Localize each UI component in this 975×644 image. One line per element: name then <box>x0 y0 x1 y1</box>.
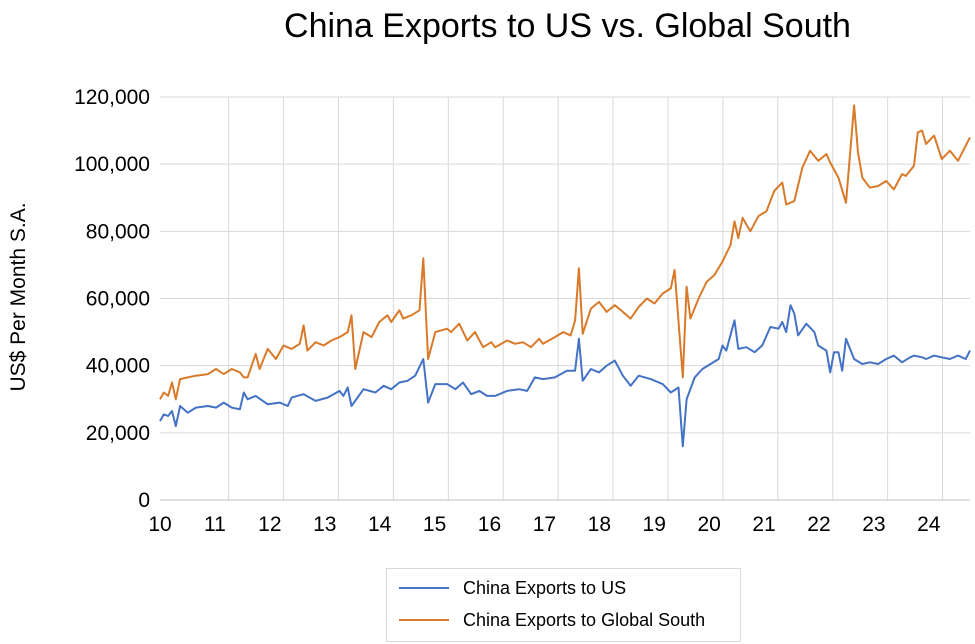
y-tick-label: 20,000 <box>86 422 150 445</box>
legend-label-us: China Exports to US <box>463 577 627 598</box>
y-tick-label: 100,000 <box>74 153 150 176</box>
legend-swatch-us <box>399 587 449 589</box>
legend-item-us: China Exports to US <box>399 573 626 603</box>
x-tick-label: 18 <box>588 513 611 536</box>
chart-title: China Exports to US vs. Global South <box>284 7 851 45</box>
x-tick-label: 19 <box>643 513 666 536</box>
y-tick-label: 40,000 <box>86 355 150 378</box>
gridlines <box>160 96 970 500</box>
legend-item-global-south: China Exports to Global South <box>399 605 705 635</box>
legend-swatch-global-south <box>399 619 449 621</box>
legend-label-global-south: China Exports to Global South <box>463 609 706 630</box>
x-tick-label: 23 <box>862 513 885 536</box>
x-tick-label: 15 <box>423 513 446 536</box>
x-tick-labels: 10 11 12 13 14 15 16 17 18 19 20 21 22 23 24 <box>148 513 940 536</box>
x-tick-label: 20 <box>697 513 720 536</box>
legend: China Exports to US China Exports to Glo… <box>386 568 741 642</box>
x-tick-label: 12 <box>258 513 281 536</box>
series-line-us <box>159 304 971 448</box>
x-tick-label: 17 <box>533 513 556 536</box>
x-tick-label: 16 <box>478 513 501 536</box>
series-lines <box>159 104 971 448</box>
y-tick-label: 120,000 <box>74 86 150 109</box>
y-tick-label: 0 <box>138 489 150 512</box>
x-tick-label: 21 <box>752 513 775 536</box>
x-tick-label: 13 <box>313 513 336 536</box>
x-tick-label: 24 <box>917 513 941 536</box>
x-tick-label: 22 <box>807 513 830 536</box>
x-tick-label: 14 <box>368 513 392 536</box>
x-tick-label: 10 <box>148 513 171 536</box>
y-tick-labels: 0 20,000 40,000 60,000 80,000 100,000 120,000 <box>74 86 150 512</box>
x-tick-label: 11 <box>204 513 226 536</box>
y-tick-label: 80,000 <box>86 220 150 243</box>
y-tick-label: 60,000 <box>86 288 150 311</box>
series-line-global-south <box>159 104 971 401</box>
